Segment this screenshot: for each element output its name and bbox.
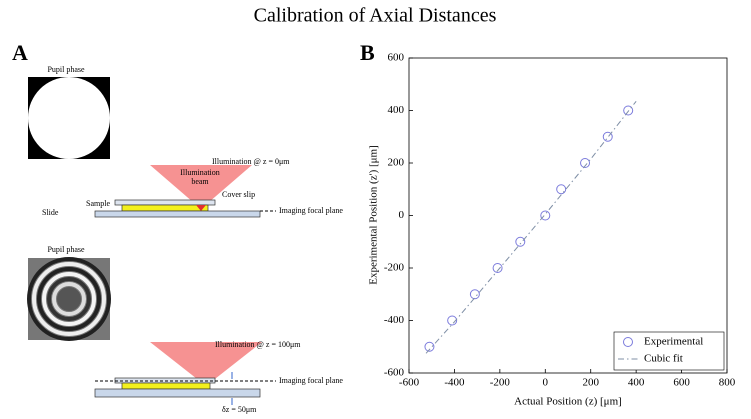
sample	[121, 204, 209, 212]
x-tick-label: 600	[673, 377, 690, 389]
cover-slip	[114, 199, 216, 206]
data-point	[469, 289, 480, 300]
legend-box	[613, 331, 725, 371]
slide	[94, 210, 261, 218]
data-point	[602, 131, 613, 142]
panel-label: A	[12, 40, 28, 65]
data-point	[540, 210, 551, 221]
pupil-circle	[28, 77, 110, 159]
focal-plane-label: Imaging focal plane	[279, 206, 343, 215]
delta-label: δz = 50μm	[222, 405, 257, 414]
beam	[150, 342, 262, 386]
sample-label: Sample	[86, 199, 110, 208]
y-axis-label: Experimental Position (z') [μm]	[368, 145, 380, 285]
x-tick-label: 400	[628, 377, 645, 389]
panel-label: B	[360, 40, 375, 65]
data-point	[492, 263, 503, 273]
legend-label: Cubic fit	[644, 353, 683, 365]
data-point	[580, 158, 591, 168]
slide	[94, 388, 261, 398]
y-tick-label: 400	[388, 104, 405, 116]
sample	[121, 382, 211, 390]
pupil-center	[57, 287, 81, 311]
data-point	[515, 236, 526, 247]
slide-label: Slide	[42, 208, 59, 217]
illumination-label: Illumination @ z = 100μm	[215, 340, 301, 349]
focus	[196, 205, 206, 211]
legend-label: Experimental	[644, 336, 703, 348]
beam-label: Illumination	[180, 168, 220, 177]
x-tick-label: 200	[582, 377, 599, 389]
x-tick-label: -200	[490, 377, 511, 389]
plot-frame	[408, 57, 728, 374]
data-point	[447, 315, 458, 326]
x-axis-label: Actual Position (z) [μm]	[514, 396, 622, 408]
focal-plane-label: Imaging focal plane	[279, 376, 343, 385]
pupil-rings	[27, 257, 111, 341]
x-tick-label: -400	[444, 377, 465, 389]
pupil-label: Pupil phase	[47, 245, 85, 254]
y-tick-label: -600	[384, 367, 405, 379]
y-tick-label: 200	[388, 157, 405, 169]
beam-label: beam	[191, 177, 209, 186]
y-tick-label: -200	[384, 262, 405, 274]
y-tick-label: -400	[384, 314, 405, 326]
cover-slip-label: Cover slip	[222, 190, 255, 199]
data-point	[424, 341, 435, 352]
x-tick-label: 0	[543, 377, 549, 389]
y-tick-label: 0	[399, 209, 405, 221]
beam	[150, 165, 252, 209]
y-tick-label: 600	[388, 52, 405, 64]
data-point	[623, 105, 634, 116]
illumination-label: Illumination @ z = 0μm	[212, 157, 290, 166]
fit-line	[425, 101, 637, 354]
figure-title: Calibration of Axial Distances	[254, 5, 497, 27]
x-tick-label: 800	[719, 377, 736, 389]
legend-marker	[623, 337, 633, 347]
pupil-label: Pupil phase	[47, 65, 85, 74]
x-tick-label: -600	[399, 377, 420, 389]
data-point	[556, 184, 567, 195]
